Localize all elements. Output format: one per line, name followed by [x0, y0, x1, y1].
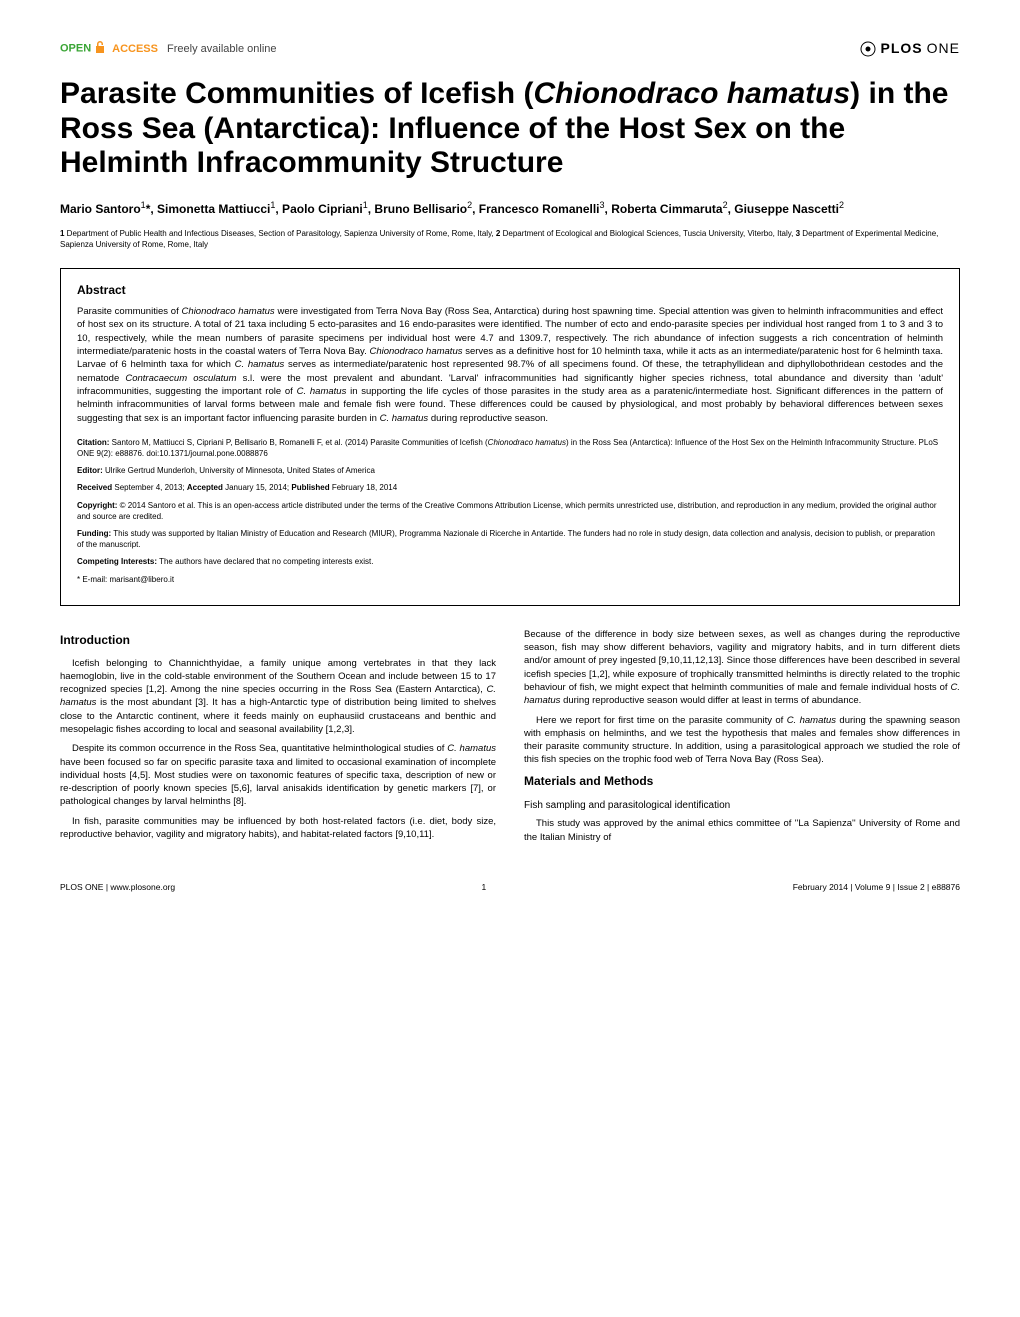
footer-left: PLOS ONE | www.plosone.org [60, 882, 175, 892]
body-columns: Introduction Icefish belonging to Channi… [60, 628, 960, 850]
intro-p3: In fish, parasite communities may be inf… [60, 815, 496, 842]
left-column: Introduction Icefish belonging to Channi… [60, 628, 496, 850]
page-footer: PLOS ONE | www.plosone.org 1 February 20… [60, 878, 960, 892]
journal-plos: PLOS [881, 40, 923, 56]
corresponding-email: * E-mail: marisant@libero.it [77, 574, 943, 585]
title-italic: Chionodraco hamatus [533, 77, 850, 110]
abstract-box: Abstract Parasite communities of Chionod… [60, 268, 960, 606]
competing-interests: Competing Interests: The authors have de… [77, 556, 943, 567]
affiliations: 1 Department of Public Health and Infect… [60, 228, 960, 250]
right-column: Because of the difference in body size b… [524, 628, 960, 850]
abstract-text: Parasite communities of Chionodraco hama… [77, 305, 943, 425]
funding: Funding: This study was supported by Ita… [77, 528, 943, 550]
intro-p1: Icefish belonging to Channichthyidae, a … [60, 657, 496, 737]
citation: Citation: Santoro M, Mattiucci S, Cipria… [77, 437, 943, 459]
intro-p5: Here we report for first time on the par… [524, 714, 960, 767]
editor: Editor: Ulrike Gertrud Munderloh, Univer… [77, 465, 943, 476]
lock-icon [94, 41, 110, 57]
methods-heading: Materials and Methods [524, 773, 960, 790]
methods-subheading: Fish sampling and parasitological identi… [524, 799, 960, 813]
introduction-heading: Introduction [60, 632, 496, 649]
copyright: Copyright: © 2014 Santoro et al. This is… [77, 500, 943, 522]
intro-p2: Despite its common occurrence in the Ros… [60, 742, 496, 808]
freely-label: Freely available online [167, 43, 276, 55]
footer-right: February 2014 | Volume 9 | Issue 2 | e88… [793, 882, 960, 892]
journal-logo: PLOSONE [860, 40, 960, 57]
authors: Mario Santoro1*, Simonetta Mattiucci1, P… [60, 199, 960, 218]
open-access-badge: OPEN ACCESS Freely available online [60, 40, 277, 57]
open-label: OPEN [60, 43, 91, 55]
intro-p4: Because of the difference in body size b… [524, 628, 960, 708]
journal-one: ONE [927, 40, 960, 56]
page-header: OPEN ACCESS Freely available online PLOS… [60, 40, 960, 57]
access-label: ACCESS [112, 43, 158, 55]
methods-p1: This study was approved by the animal et… [524, 817, 960, 844]
abstract-heading: Abstract [77, 283, 943, 297]
article-title: Parasite Communities of Icefish (Chionod… [60, 77, 960, 181]
received: Received September 4, 2013; Accepted Jan… [77, 482, 943, 493]
title-pre: Parasite Communities of Icefish ( [60, 77, 533, 110]
footer-page-number: 1 [482, 882, 487, 892]
